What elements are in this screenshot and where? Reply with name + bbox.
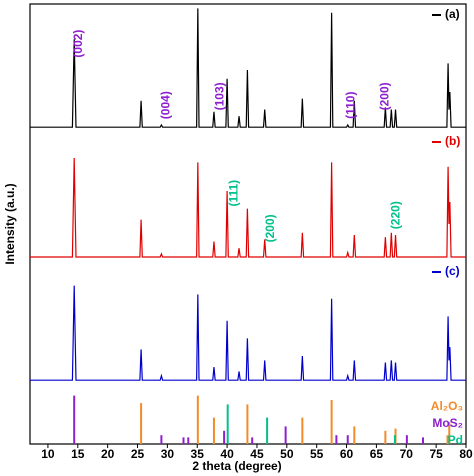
x-tick-label: 45 [250, 447, 264, 461]
peak-annotation: (200) [263, 214, 277, 242]
x-tick-label: 35 [191, 447, 205, 461]
x-axis-title: 2 theta (degree) [192, 459, 281, 473]
peak-annotation: (200) [378, 82, 392, 110]
x-tick-label: 70 [400, 447, 414, 461]
peak-annotation: (220) [388, 201, 402, 229]
x-tick-label: 10 [41, 447, 55, 461]
reference-legend-label: Al₂O₃ [431, 399, 463, 413]
series-line [30, 8, 466, 128]
peak-annotation: (103) [213, 82, 227, 110]
x-tick-label: 60 [340, 447, 354, 461]
y-axis-title: Intensity (a.u.) [3, 183, 17, 264]
x-tick-label: 25 [131, 447, 145, 461]
peak-annotation: (110) [343, 92, 357, 119]
legend-label: (b) [445, 134, 460, 148]
x-tick-label: 65 [370, 447, 384, 461]
series-line [30, 157, 466, 258]
peak-annotation: (111) [226, 180, 240, 207]
legend-label: (a) [445, 7, 460, 21]
peak-annotation: (002) [71, 30, 85, 58]
x-tick-label: 30 [161, 447, 175, 461]
series-line [30, 285, 466, 381]
x-tick-label: 80 [459, 447, 473, 461]
x-tick-label: 55 [310, 447, 324, 461]
reference-legend-label: Pd [448, 433, 463, 447]
x-tick-label: 75 [429, 447, 443, 461]
x-tick-label: 40 [220, 447, 234, 461]
legend-label: (c) [445, 264, 460, 278]
x-tick-label: 20 [101, 447, 115, 461]
x-tick-label: 50 [280, 447, 294, 461]
x-tick-label: 15 [71, 447, 85, 461]
peak-annotation: (004) [158, 91, 172, 119]
reference-legend-label: MoS₂ [432, 416, 463, 430]
